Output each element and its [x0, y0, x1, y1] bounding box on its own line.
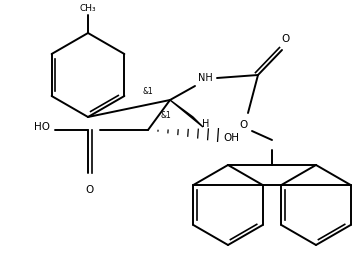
Text: O: O [86, 185, 94, 195]
Text: CH₃: CH₃ [80, 4, 96, 13]
Text: H: H [202, 119, 210, 129]
Text: &1: &1 [160, 111, 171, 121]
Text: HO: HO [34, 122, 50, 132]
Text: &1: &1 [143, 87, 153, 96]
Text: O: O [281, 34, 289, 44]
Text: OH: OH [223, 133, 239, 143]
Text: NH: NH [198, 73, 212, 83]
Text: O: O [240, 120, 248, 130]
Polygon shape [170, 100, 203, 127]
